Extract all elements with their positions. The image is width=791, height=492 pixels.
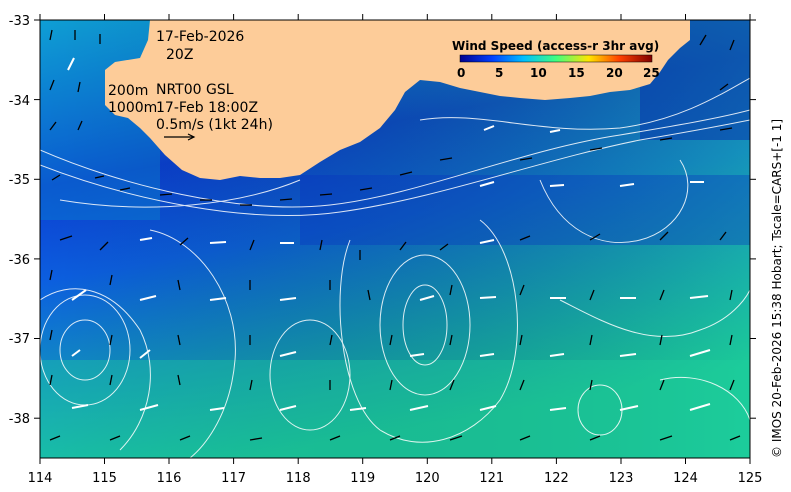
lat-tick-label: -35 [9,173,30,188]
colorbar-tick: 20 [606,66,623,80]
colorbar-tick: 15 [568,66,585,80]
colorbar-title: Wind Speed (access-r 3hr avg) [452,39,659,53]
lat-tick-label: -37 [9,332,30,347]
lon-tick-label: 125 [738,471,763,486]
plot-frame [39,19,751,459]
ocean-field [40,20,750,458]
lat-tick-label: -38 [9,412,30,427]
source-label: NRT00 GSL [156,82,234,98]
lat-tick-label: -33 [9,14,30,29]
lon-tick-label: 115 [92,471,117,486]
date-label: 17-Feb-2026 [156,29,244,45]
colorbar-tick: 25 [643,66,660,80]
current-vectors [67,57,711,411]
lon-tick-label: 121 [479,471,504,486]
wind-vectors [49,29,741,441]
lon-tick-label: 123 [609,471,634,486]
colorbar: Wind Speed (access-r 3hr avg) 0 5 10 15 … [452,39,660,80]
colorbar-tick: 0 [457,66,465,80]
lon-tick-label: 118 [286,471,311,486]
lon-tick-label: 124 [673,471,698,486]
lat-tick-label: -34 [9,94,30,109]
x-axis: 114 115 116 117 118 119 120 121 122 123 … [28,14,763,486]
time-label: 20Z [166,47,193,63]
lon-tick-label: 119 [350,471,375,486]
credit-text: © IMOS 20-Feb-2026 15:38 Hobart; Tscale=… [770,119,784,458]
lon-tick-label: 120 [415,471,440,486]
colorbar-tick: 10 [530,66,547,80]
colorbar-tick: 5 [495,66,503,80]
lon-tick-label: 117 [221,471,246,486]
lon-tick-label: 114 [28,471,53,486]
lon-tick-label: 116 [157,471,182,486]
depth-label-200m: 200m [108,83,148,99]
lat-tick-label: -36 [9,253,30,268]
contour-lines [40,77,750,458]
depth-label-1000m: 1000m [108,100,157,116]
y-axis: -33 -34 -35 -36 -37 -38 [9,14,756,427]
scale-arrow [164,133,196,141]
lon-tick-label: 122 [544,471,569,486]
scale-label: 0.5m/s (1kt 24h) [156,117,273,133]
valid-time-label: 17-Feb 18:00Z [156,100,258,116]
